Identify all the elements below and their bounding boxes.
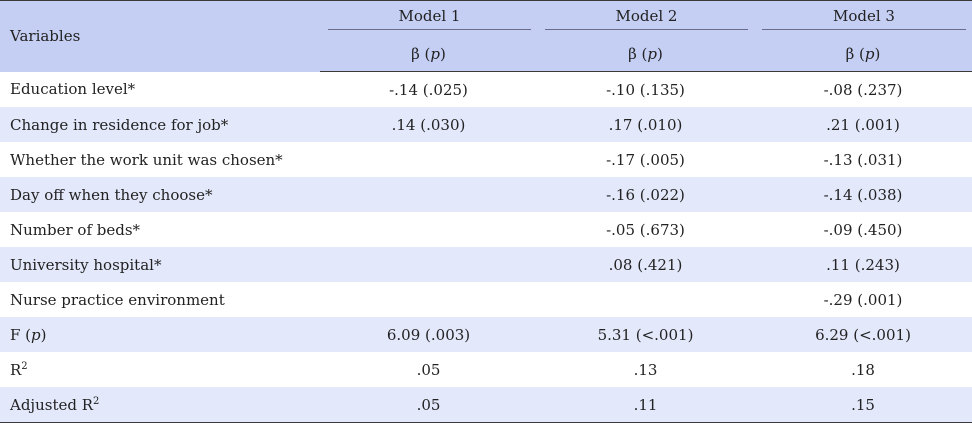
table-row: Day off when they choose* -.16 (.022) -.… [0, 177, 972, 212]
r-squared-model-1: .05 [416, 360, 441, 379]
r-squared-row: R2 .05 .13 .18 [0, 352, 972, 387]
row-value-model-2: .17 (.010) [608, 115, 683, 134]
adjusted-r-squared-model-3: .15 [754, 387, 972, 423]
adjusted-r-squared-label: Adjusted R2 [0, 387, 320, 423]
row-value-model-1 [320, 212, 537, 247]
table-row: Number of beds* -.05 (.673) -.09 (.450) [0, 212, 972, 247]
row-value-model-2: -.17 (.005) [606, 150, 685, 169]
row-value-model-3: -.14 (.038) [823, 185, 903, 204]
model-2-header: Model 2 [537, 1, 754, 37]
row-value-model-3: -.13 (.031) [823, 150, 903, 169]
table-row: Change in residence for job* .14 (.030) … [0, 107, 972, 142]
model-1-header: Model 1 [320, 1, 537, 37]
adjusted-r-squared-row: Adjusted R2 .05 .11 .15 [0, 387, 972, 423]
row-value-model-1: -.14 (.025) [389, 80, 468, 99]
r-squared-model-3: .18 [851, 360, 875, 379]
row-value-model-2 [537, 282, 754, 317]
row-value-model-2: -.05 (.673) [606, 220, 685, 239]
f-value-model-3: 6.29 (<.001) [815, 325, 911, 344]
header-row-coef: β (p) β (p) β (p) [0, 36, 972, 72]
row-value-model-1 [320, 247, 537, 282]
table-row: Education level* -.14 (.025) -.10 (.135)… [0, 71, 972, 107]
row-value-model-2: -.16 (.022) [606, 185, 685, 204]
variables-header: Variables [10, 27, 81, 46]
coef-header-3: β (p) [754, 36, 972, 72]
f-statistic-row: F (p) 6.09 (.003) 5.31 (<.001) 6.29 (<.0… [0, 317, 972, 352]
table-row: Nurse practice environment -.29 (.001) [0, 282, 972, 317]
row-value-model-3: -.09 (.450) [823, 220, 903, 239]
row-label: Whether the work unit was chosen* [10, 150, 283, 169]
row-value-model-2: .08 (.421) [608, 255, 683, 274]
coef-header-1: β (p) [320, 36, 537, 72]
row-value-model-3: .21 (.001) [826, 115, 900, 134]
f-statistic-label: F (p) [10, 325, 47, 344]
model-3-header: Model 3 [754, 1, 972, 37]
row-value-model-3: .11 (.243) [826, 255, 900, 274]
r-squared-model-2: .13 [633, 360, 658, 379]
f-value-model-1: 6.09 (.003) [386, 325, 471, 344]
row-label: Day off when they choose* [10, 185, 213, 204]
row-value-model-2: -.10 (.135) [606, 80, 685, 99]
row-label: Education level* [10, 80, 136, 99]
row-label: Number of beds* [10, 220, 141, 239]
adjusted-r-squared-model-1: .05 [320, 387, 537, 423]
table-row: Whether the work unit was chosen* -.17 (… [0, 142, 972, 177]
row-value-model-3: -.29 (.001) [823, 290, 903, 309]
row-value-model-1: .14 (.030) [391, 115, 466, 134]
f-value-model-2: 5.31 (<.001) [597, 325, 694, 344]
table-row: University hospital* .08 (.421) .11 (.24… [0, 247, 972, 282]
row-label: Change in residence for job* [10, 115, 229, 134]
row-value-model-1 [320, 142, 537, 177]
coef-header-2: β (p) [537, 36, 754, 72]
row-value-model-1 [320, 282, 537, 317]
row-label: Nurse practice environment [10, 290, 225, 309]
r-squared-label: R2 [10, 360, 28, 379]
row-value-model-3: -.08 (.237) [823, 80, 903, 99]
adjusted-r-squared-model-2: .11 [537, 387, 754, 423]
row-value-model-1 [320, 177, 537, 212]
row-label: University hospital* [10, 255, 162, 274]
header-row-models: Variables Model 1 Model 2 Model 3 [0, 0, 972, 45]
